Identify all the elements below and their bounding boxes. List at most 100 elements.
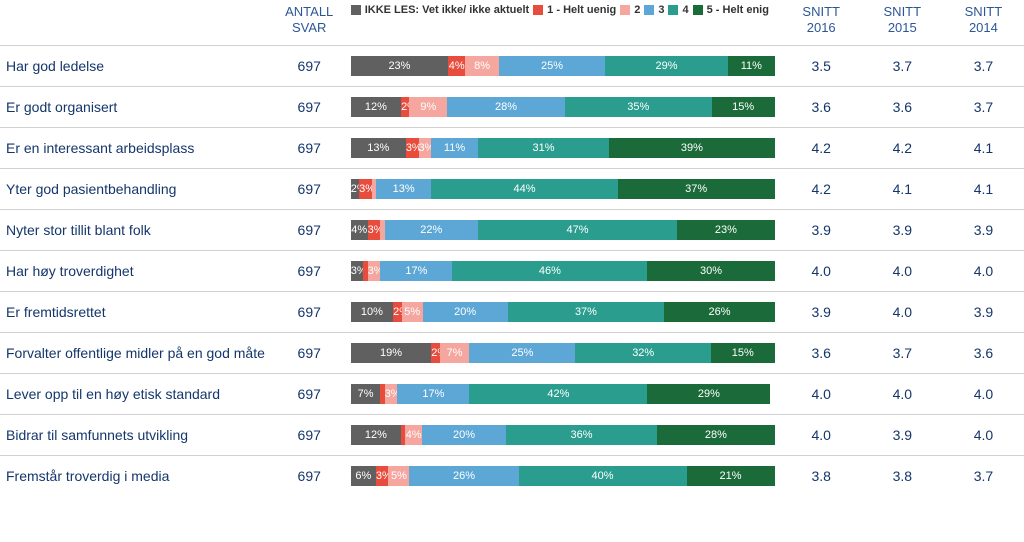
bar-segment: 26% [664,302,774,322]
row-snitt: 3.6 [781,86,862,127]
row-snitt: 3.7 [862,332,943,373]
data-row: Er godt organisert69712%2%9%28%35%15%3.6… [0,86,1024,127]
row-snitt: 4.0 [781,414,862,455]
bar-segment: 17% [380,261,452,281]
bar-segment: 46% [452,261,647,281]
header-snitt-2014: SNITT 2014 [943,0,1024,45]
legend-label: 4 [682,4,688,16]
bar-segment: 22% [385,220,478,240]
row-snitt: 3.7 [943,45,1024,86]
bar-segment: 3% [351,261,364,281]
row-snitt: 3.8 [862,455,943,496]
row-label: Forvalter offentlige midler på en god må… [0,332,274,373]
row-snitt: 4.0 [862,373,943,414]
bar-segment: 17% [397,384,469,404]
stacked-bar: 6%3%5%26%40%21% [345,455,781,496]
data-row: Nyter stor tillit blant folk697 4%3%22%47… [0,209,1024,250]
bar-wrap: 12%4%20%36%28% [351,425,775,445]
bar-segment: 19% [351,343,432,363]
bar-wrap: 13%3%3%11%31%39% [351,138,775,158]
legend-item: 2 [620,4,640,16]
data-row: Fremstår troverdig i media6976%3%5%26%40… [0,455,1024,496]
row-snitt: 3.7 [943,86,1024,127]
row-snitt: 3.7 [943,455,1024,496]
bar-segment: 3% [419,138,432,158]
bar-segment: 8% [465,56,499,76]
bar-segment: 39% [609,138,774,158]
legend-item: 4 [668,4,688,16]
row-snitt: 4.2 [862,127,943,168]
bar-segment: 12% [351,425,401,445]
header-blank [0,0,274,45]
bar-wrap: 10%2%5%20%37%26% [351,302,775,322]
row-snitt: 4.2 [781,127,862,168]
row-label: Nyter stor tillit blant folk [0,209,274,250]
row-antall: 697 [274,86,345,127]
stacked-bar: 7%3%17%42%29% [345,373,781,414]
bar-wrap: 19%2%7%25%32%15% [351,343,775,363]
row-label: Er en interessant arbeidsplass [0,127,274,168]
legend-label: 1 - Helt uenig [547,4,616,16]
bar-segment: 3% [406,138,419,158]
row-snitt: 4.0 [943,250,1024,291]
bar-segment: 3% [376,466,389,486]
bar-segment: 2% [431,343,439,363]
bar-segment: 31% [478,138,609,158]
data-row: Er fremtidsrettet69710%2%5%20%37%26%3.94… [0,291,1024,332]
row-antall: 697 [274,373,345,414]
legend-item: 5 - Helt enig [693,4,769,16]
row-snitt: 3.9 [781,209,862,250]
row-label: Lever opp til en høy etisk standard [0,373,274,414]
row-label: Har høy troverdighet [0,250,274,291]
row-snitt: 3.5 [781,45,862,86]
bar-segment: 40% [519,466,687,486]
bar-segment: 3% [368,220,381,240]
header-snitt-2015: SNITT 2015 [862,0,943,45]
row-snitt: 4.1 [862,168,943,209]
bar-segment: 28% [657,425,775,445]
stacked-bar: 23%4%8%25%29%11% [345,45,781,86]
row-snitt: 3.6 [862,86,943,127]
bar-segment: 23% [351,56,449,76]
row-antall: 697 [274,414,345,455]
row-snitt: 3.9 [781,291,862,332]
bar-segment: 35% [565,97,712,117]
row-snitt: 3.8 [781,455,862,496]
bar-segment: 15% [712,97,775,117]
bar-segment: 5% [402,302,423,322]
bar-segment: 36% [506,425,657,445]
bar-segment: 26% [409,466,518,486]
bar-segment: 2% [401,97,409,117]
bar-segment: 23% [677,220,775,240]
data-row: Lever opp til en høy etisk standard697 7%… [0,373,1024,414]
bar-segment: 4% [448,56,465,76]
row-snitt: 3.9 [862,209,943,250]
legend-swatch [351,5,361,15]
bar-wrap: 12%2%9%28%35%15% [351,97,775,117]
row-label: Har god ledelse [0,45,274,86]
row-snitt: 3.9 [943,209,1024,250]
bar-segment: 13% [351,138,406,158]
legend-item: IKKE LES: Vet ikke/ ikke aktuelt [351,4,529,16]
legend-item: 3 [644,4,664,16]
row-snitt: 4.2 [781,168,862,209]
row-snitt: 4.0 [862,291,943,332]
bar-segment: 11% [431,138,478,158]
bar-segment: 37% [618,179,775,199]
bar-segment: 44% [431,179,618,199]
row-snitt: 4.1 [943,168,1024,209]
data-row: Har høy troverdighet6973%3%17%46%30%4.04… [0,250,1024,291]
row-label: Fremstår troverdig i media [0,455,274,496]
bar-segment: 9% [409,97,447,117]
bar-wrap: 3%3%17%46%30% [351,261,775,281]
header-snitt-2016: SNITT 2016 [781,0,862,45]
legend-label: IKKE LES: Vet ikke/ ikke aktuelt [365,4,529,16]
row-label: Bidrar til samfunnets utvikling [0,414,274,455]
bar-wrap: 4%3%22%47%23% [351,220,775,240]
bar-wrap: 7%3%17%42%29% [351,384,775,404]
row-label: Yter god pasientbehandling [0,168,274,209]
legend-swatch [693,5,703,15]
stacked-bar: 3%3%17%46%30% [345,250,781,291]
bar-segment: 10% [351,302,393,322]
row-antall: 697 [274,209,345,250]
